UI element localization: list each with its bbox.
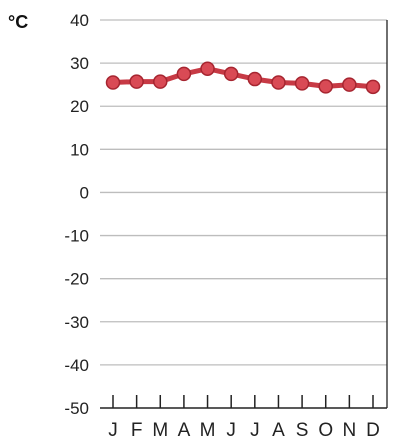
x-tick-label: M (152, 420, 168, 441)
data-point (105, 75, 121, 90)
y-tick-label: -20 (64, 270, 89, 289)
y-tick-label: 30 (70, 54, 89, 73)
y-tick-label: 40 (70, 11, 89, 30)
x-tick-label: O (318, 420, 333, 441)
y-tick-label: -40 (64, 356, 89, 375)
data-point (223, 66, 239, 82)
data-point (318, 79, 333, 94)
data-point (294, 76, 310, 91)
data-point (129, 74, 144, 89)
x-tick-label: D (366, 420, 380, 441)
y-tick-label: 20 (70, 97, 89, 116)
y-tick-label: -10 (64, 227, 89, 246)
y-tick-label: -50 (64, 399, 89, 418)
x-tick-label: A (272, 420, 285, 441)
y-tick-label: 10 (70, 140, 89, 159)
x-tick-label: F (131, 420, 143, 441)
x-tick-label: M (200, 420, 216, 441)
data-point (342, 77, 357, 92)
data-point (176, 66, 192, 82)
unit-label: °C (8, 12, 28, 32)
data-point (247, 71, 263, 87)
y-axis: 40 30 20 10 0 -10 -20 -30 -40 -50 (64, 11, 388, 418)
x-tick-label: N (342, 420, 356, 441)
temperature-line (110, 66, 376, 90)
gridlines (100, 19, 387, 409)
x-tick-label: A (178, 420, 191, 441)
y-tick-label: 0 (80, 183, 89, 202)
series (105, 61, 381, 95)
x-tick-label: J (226, 420, 236, 441)
x-tick-label: J (108, 420, 118, 441)
data-point (271, 75, 286, 90)
data-point (153, 74, 168, 89)
data-point (200, 61, 215, 76)
data-point (365, 79, 381, 95)
x-tick-label: S (296, 420, 309, 441)
x-tick-label: J (250, 420, 260, 441)
y-tick-label: -30 (64, 313, 89, 332)
